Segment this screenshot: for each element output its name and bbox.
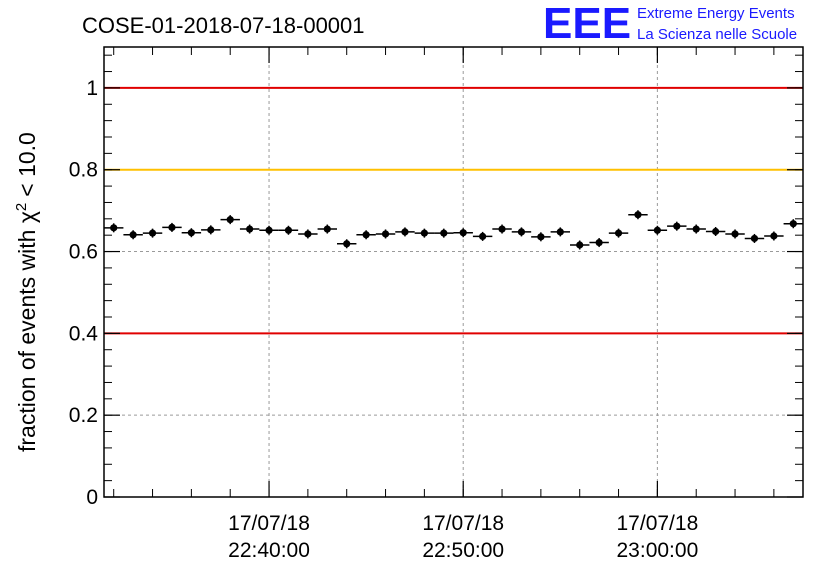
- x-tick-date-label: 17/07/18: [422, 512, 504, 535]
- data-marker: [479, 232, 487, 241]
- data-marker: [304, 230, 312, 238]
- data-point: [511, 227, 532, 237]
- data-marker: [207, 226, 215, 234]
- data-point: [434, 228, 454, 238]
- data-point: [667, 221, 687, 231]
- data-point: [181, 228, 202, 238]
- data-marker: [440, 229, 448, 237]
- y-axis-title-prefix: fraction of events with χ: [14, 211, 40, 452]
- y-axis-title: fraction of events with χ2 < 10.0: [13, 132, 40, 452]
- data-point: [744, 233, 765, 243]
- data-point: [647, 225, 668, 235]
- data-marker: [148, 229, 157, 237]
- data-point: [608, 228, 629, 238]
- data-point: [239, 224, 260, 234]
- y-axis-title-superscript: 2: [13, 203, 30, 211]
- data-marker: [692, 225, 700, 233]
- data-marker: [226, 216, 234, 224]
- data-point: [589, 238, 609, 248]
- data-marker: [653, 226, 661, 234]
- data-marker: [420, 229, 428, 237]
- plot-frame: [103, 46, 804, 498]
- data-point: [356, 230, 376, 240]
- data-point: [162, 222, 182, 232]
- data-marker: [731, 230, 739, 238]
- data-point: [725, 229, 745, 239]
- data-marker: [576, 241, 584, 249]
- data-marker: [284, 226, 293, 234]
- data-point: [278, 225, 299, 235]
- x-tick-date-label: 17/07/18: [617, 512, 699, 535]
- data-marker: [343, 240, 351, 248]
- data-point: [783, 219, 803, 229]
- data-point: [259, 225, 279, 235]
- y-tick-label: 0.8: [69, 159, 98, 182]
- data-marker: [750, 234, 759, 243]
- data-point: [453, 228, 473, 238]
- data-point: [492, 224, 512, 234]
- eee-logo: EEE Extreme Energy Events La Scienza nel…: [543, 0, 797, 48]
- data-marker: [168, 223, 176, 232]
- data-marker: [634, 211, 642, 219]
- y-tick-label: 0.6: [69, 241, 98, 264]
- data-point: [531, 232, 551, 242]
- data-marker: [110, 224, 118, 232]
- data-point: [375, 229, 396, 239]
- y-tick-label: 1: [86, 77, 98, 100]
- data-point: [570, 240, 590, 250]
- logo-letters: EEE: [543, 0, 631, 48]
- data-point: [298, 229, 318, 239]
- data-point: [142, 228, 163, 238]
- data-point: [123, 230, 143, 240]
- logo-line-2: La Scienza nelle Scuole: [637, 26, 797, 43]
- data-point: [550, 227, 570, 237]
- axes: 0 0.2 0.4 0.6 0.8 1 17/07/18 22:40:00 17/07/18 22…: [69, 47, 803, 562]
- data-marker: [517, 228, 526, 236]
- x-tick-time-label: 22:50:00: [422, 539, 504, 562]
- data-point: [472, 231, 493, 241]
- data-marker: [187, 229, 195, 237]
- data-point: [628, 210, 648, 220]
- data-marker: [401, 228, 409, 236]
- data-marker: [614, 229, 623, 237]
- data-marker: [537, 233, 545, 241]
- data-marker: [789, 220, 797, 228]
- data-marker: [362, 231, 370, 239]
- x-tick-time-label: 22:40:00: [228, 539, 310, 562]
- data-point: [764, 231, 784, 241]
- x-tick-date-label: 17/07/18: [228, 512, 310, 535]
- data-point: [201, 225, 221, 235]
- data-point: [220, 215, 240, 225]
- data-point: [337, 239, 357, 249]
- data-marker: [459, 229, 467, 237]
- y-axis-title-suffix: < 10.0: [14, 132, 40, 197]
- data-marker: [381, 230, 390, 238]
- grid: [104, 47, 803, 498]
- data-series: [104, 210, 803, 250]
- data-marker: [712, 227, 720, 236]
- data-point: [395, 227, 415, 237]
- data-marker: [556, 228, 564, 236]
- x-tick-time-label: 23:00:00: [617, 539, 699, 562]
- data-marker: [265, 226, 273, 234]
- data-marker: [498, 225, 506, 233]
- data-marker: [129, 231, 137, 239]
- logo-line-1: Extreme Energy Events: [637, 5, 795, 22]
- data-marker: [770, 232, 778, 240]
- data-point: [317, 224, 337, 234]
- chart-title: COSE-01-2018-07-18-00001: [82, 13, 365, 38]
- data-marker: [246, 225, 254, 233]
- y-tick-label: 0: [86, 486, 98, 509]
- data-marker: [595, 238, 603, 247]
- data-marker: [673, 222, 681, 230]
- reference-lines: [104, 86, 803, 335]
- data-point: [686, 224, 706, 234]
- y-tick-label: 0.4: [69, 322, 99, 345]
- y-tick-label: 0.2: [69, 404, 98, 427]
- data-point: [414, 228, 435, 238]
- data-point: [104, 223, 124, 233]
- data-point: [705, 227, 726, 236]
- data-marker: [323, 225, 331, 233]
